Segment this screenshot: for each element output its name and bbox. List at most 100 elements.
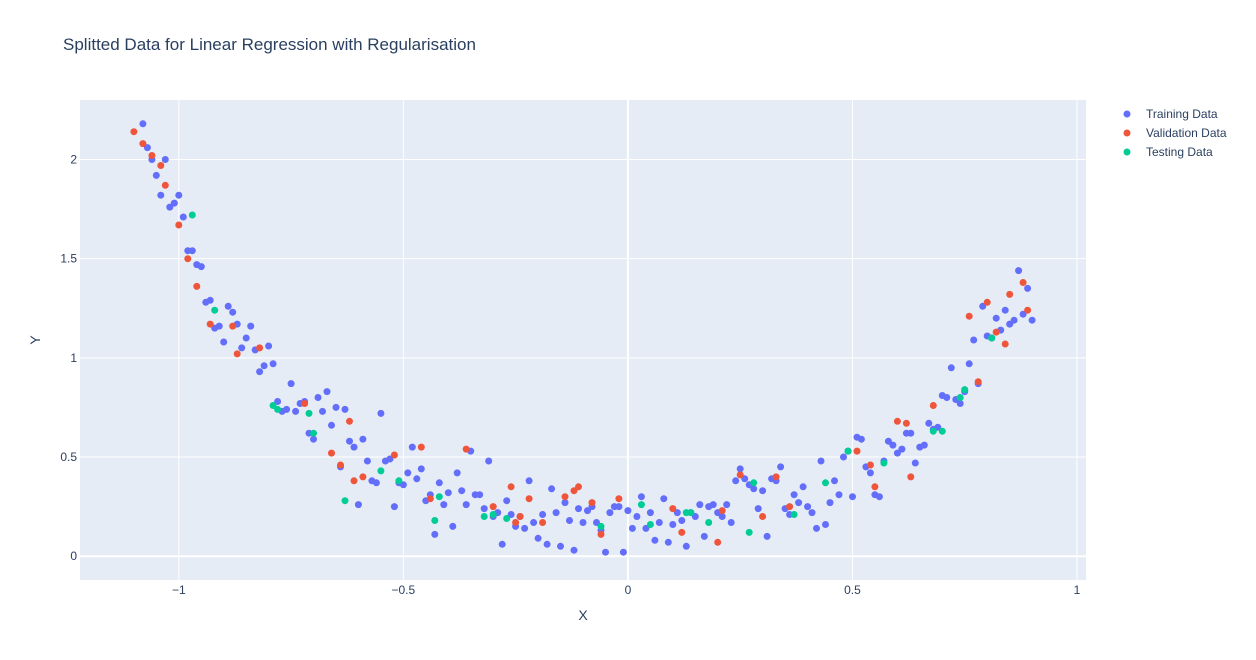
legend-label: Validation Data (1146, 126, 1227, 140)
data-point (310, 429, 317, 437)
legend-label: Training Data (1146, 107, 1218, 121)
legend-marker (1123, 129, 1131, 137)
y-tick-label: 0.5 (60, 450, 77, 464)
data-point (435, 493, 443, 501)
data-point (669, 521, 677, 528)
data-point (1001, 340, 1009, 348)
data-point (157, 191, 165, 199)
data-point (965, 360, 973, 368)
data-point (678, 517, 686, 524)
data-point (786, 503, 794, 511)
data-point (480, 505, 488, 513)
data-point (440, 501, 448, 509)
data-point (229, 322, 237, 330)
data-point (718, 513, 726, 520)
data-point (615, 495, 623, 503)
data-point (790, 511, 798, 518)
data-point (732, 477, 740, 485)
data-point (372, 479, 380, 487)
data-point (678, 528, 686, 536)
data-point (1019, 310, 1027, 318)
data-point (777, 463, 785, 471)
data-point (516, 513, 524, 520)
data-point (346, 437, 353, 445)
data-point (682, 542, 690, 550)
legend[interactable]: Training Data Validation Data Testing Data (1123, 107, 1227, 159)
data-point (619, 548, 627, 556)
data-point (188, 247, 196, 255)
data-point (970, 336, 978, 344)
data-point (139, 140, 147, 148)
data-point (759, 487, 767, 495)
data-point (305, 409, 313, 417)
y-tick-label: 2 (70, 153, 77, 167)
y-axis-ticks: 0 0.5 1 1.5 2 (60, 153, 77, 564)
data-point (462, 445, 470, 453)
chart-title: Splitted Data for Linear Regression with… (63, 35, 476, 54)
data-point (319, 407, 326, 415)
data-point (875, 493, 883, 501)
legend-item[interactable]: Training Data (1123, 107, 1218, 121)
data-points (130, 120, 1036, 556)
data-point (206, 320, 214, 328)
data-point (624, 507, 632, 515)
data-point (552, 509, 560, 517)
data-point (844, 447, 852, 455)
data-point (444, 489, 452, 497)
data-point (211, 306, 219, 314)
data-point (597, 530, 605, 538)
data-point (399, 481, 407, 489)
data-point (826, 499, 834, 507)
data-point (256, 344, 264, 352)
data-point (476, 491, 484, 499)
x-tick-label: −1 (172, 583, 186, 597)
data-point (965, 312, 973, 320)
plot-area (80, 100, 1086, 580)
data-point (579, 519, 587, 526)
data-point (363, 457, 371, 465)
data-point (902, 419, 910, 427)
data-point (687, 509, 695, 517)
data-point (956, 394, 964, 401)
legend-item[interactable]: Testing Data (1123, 145, 1214, 159)
data-point (992, 314, 1000, 322)
data-point (328, 421, 335, 429)
data-point (179, 213, 187, 221)
data-point (238, 344, 246, 352)
data-point (269, 360, 277, 368)
data-point (840, 453, 847, 461)
data-point (1019, 279, 1027, 286)
data-point (947, 364, 955, 372)
data-point (507, 483, 515, 491)
data-point (148, 152, 156, 159)
data-point (310, 435, 317, 443)
data-point (292, 407, 300, 415)
data-point (979, 302, 987, 310)
data-point (283, 405, 291, 413)
data-point (628, 524, 636, 532)
data-point (314, 394, 322, 401)
data-point (745, 528, 753, 536)
data-point (530, 519, 538, 526)
data-point (911, 459, 919, 467)
data-point (992, 328, 1000, 336)
data-point (503, 515, 511, 522)
data-point (408, 443, 416, 451)
data-point (341, 405, 349, 413)
data-point (489, 503, 497, 511)
data-point (184, 255, 192, 263)
data-point (637, 493, 645, 501)
data-point (458, 487, 466, 495)
data-point (521, 524, 529, 532)
data-point (696, 501, 704, 509)
data-point (386, 455, 394, 463)
data-point (754, 505, 762, 513)
data-point (229, 308, 237, 316)
data-point (206, 296, 214, 304)
legend-item[interactable]: Validation Data (1123, 126, 1227, 140)
data-point (871, 483, 879, 491)
series-testing-data (188, 211, 996, 536)
series-training-data (139, 120, 1036, 556)
data-point (175, 221, 183, 229)
